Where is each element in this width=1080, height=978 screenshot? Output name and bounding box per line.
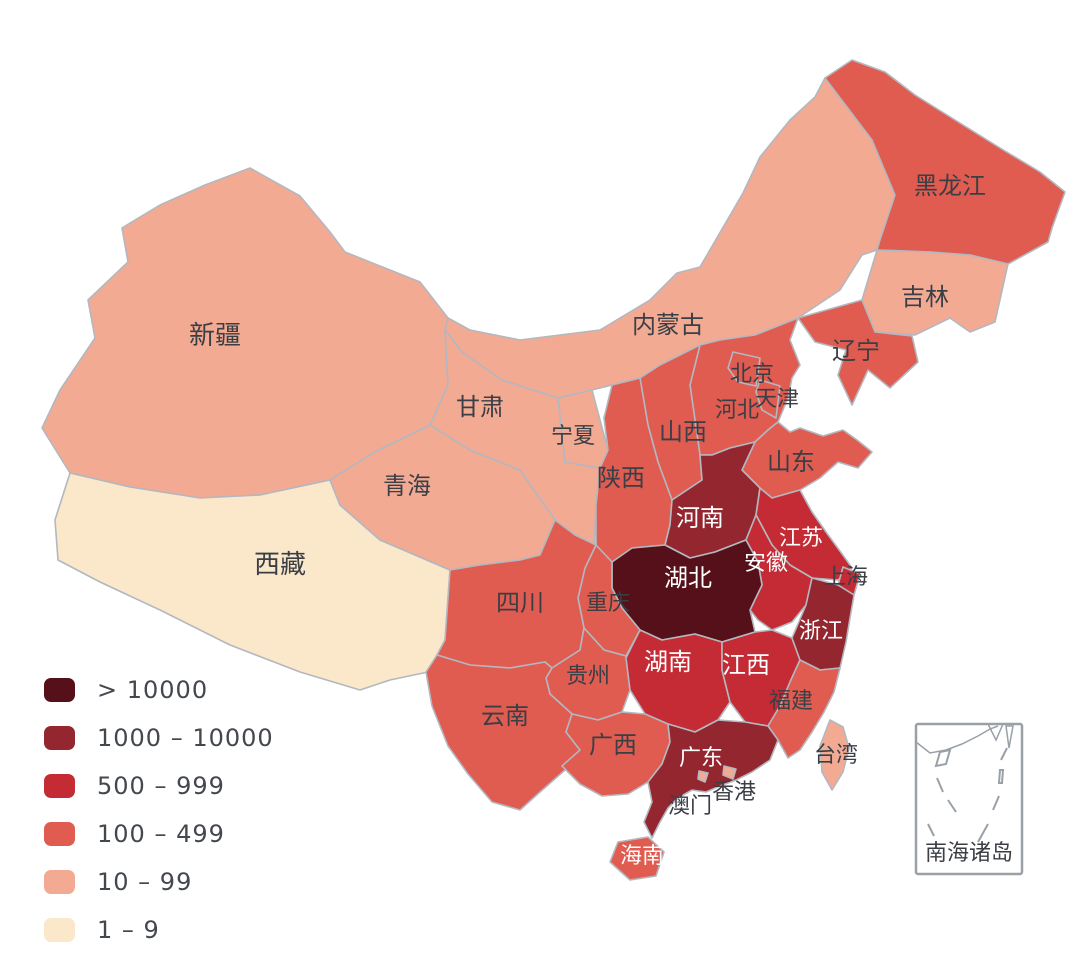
province-label-chongqing: 重庆 <box>586 591 630 616</box>
province-label-hunan: 湖南 <box>644 648 692 676</box>
province-zhejiang <box>791 577 855 671</box>
province-hongkong <box>722 765 737 780</box>
province-heilongjiang <box>824 59 1066 265</box>
inset-border-box <box>914 722 1024 876</box>
province-label-beijing: 北京 <box>730 362 774 387</box>
province-taiwan <box>819 719 850 791</box>
province-tianjin <box>755 379 781 419</box>
province-label-xinjiang: 新疆 <box>189 321 241 351</box>
province-shapes-layer <box>41 59 1066 881</box>
province-label-heilongjiang: 黑龙江 <box>914 172 986 200</box>
province-label-hongkong: 香港 <box>712 780 756 805</box>
province-beijing <box>727 351 761 387</box>
province-label-shandong: 山东 <box>767 448 815 476</box>
province-label-hainan: 海南 <box>620 844 664 869</box>
province-macau <box>697 770 709 783</box>
legend-label: > 10000 <box>97 676 209 704</box>
legend-item-1000_10000: 1000 – 10000 <box>44 724 274 752</box>
legend-item-10_99: 10 – 99 <box>44 868 274 896</box>
province-label-zhejiang: 浙江 <box>799 619 843 644</box>
legend-swatch-1_9 <box>44 918 75 942</box>
legend-item-100_499: 100 – 499 <box>44 820 274 848</box>
legend-label: 1000 – 10000 <box>97 724 274 752</box>
legend-label: 500 – 999 <box>97 772 225 800</box>
province-label-guizhou: 贵州 <box>566 664 610 689</box>
province-label-sichuan: 四川 <box>496 589 544 617</box>
province-label-anhui: 安徽 <box>744 551 788 576</box>
province-label-tianjin: 天津 <box>755 387 799 412</box>
legend-label: 1 – 9 <box>97 916 160 944</box>
province-label-jiangsu: 江苏 <box>779 526 823 551</box>
province-label-jiangxi: 江西 <box>722 651 770 679</box>
legend-swatch-gt10000 <box>44 678 75 702</box>
province-label-neimenggu: 内蒙古 <box>632 311 704 339</box>
province-neimenggu <box>444 77 896 399</box>
legend-item-500_999: 500 – 999 <box>44 772 274 800</box>
legend-swatch-10_99 <box>44 870 75 894</box>
province-guangdong <box>643 719 779 839</box>
legend-label: 10 – 99 <box>97 868 193 896</box>
inset-label: 南海诸岛 <box>925 841 1013 866</box>
legend-label: 100 – 499 <box>97 820 225 848</box>
province-label-hubei: 湖北 <box>664 564 712 592</box>
province-hainan <box>609 836 665 881</box>
south-china-sea-inset: 南海诸岛 <box>914 722 1024 876</box>
legend-item-1_9: 1 – 9 <box>44 916 274 944</box>
province-label-xizang: 西藏 <box>254 550 306 580</box>
province-label-henan: 河南 <box>676 504 724 532</box>
province-label-shaanxi: 陕西 <box>597 464 645 492</box>
province-label-jilin: 吉林 <box>901 283 949 311</box>
legend-swatch-500_999 <box>44 774 75 798</box>
province-label-qinghai: 青海 <box>383 472 431 500</box>
legend-swatch-100_499 <box>44 822 75 846</box>
legend: > 10000 1000 – 10000 500 – 999 100 – 499 10 … <box>44 676 274 966</box>
province-liaoning <box>797 299 919 406</box>
province-label-shanghai: 上海 <box>824 565 868 590</box>
legend-item-gt10000: > 10000 <box>44 676 274 704</box>
province-label-guangxi: 广西 <box>589 731 637 759</box>
province-label-guangdong: 广东 <box>679 746 723 771</box>
province-label-fujian: 福建 <box>769 689 813 714</box>
inset-coastline-notch <box>987 723 1014 749</box>
province-label-shanxi: 山西 <box>659 418 707 446</box>
province-label-liaoning: 辽宁 <box>832 337 880 365</box>
province-label-macau: 澳门 <box>668 794 712 819</box>
province-label-hebei: 河北 <box>715 398 759 423</box>
nine-dash-line <box>927 747 1008 843</box>
legend-swatch-1000_10000 <box>44 726 75 750</box>
province-label-yunnan: 云南 <box>481 702 529 730</box>
province-label-gansu: 甘肃 <box>456 393 504 421</box>
province-label-taiwan: 台湾 <box>814 743 858 768</box>
province-label-ningxia: 宁夏 <box>551 424 595 449</box>
province-fujian <box>767 659 841 759</box>
